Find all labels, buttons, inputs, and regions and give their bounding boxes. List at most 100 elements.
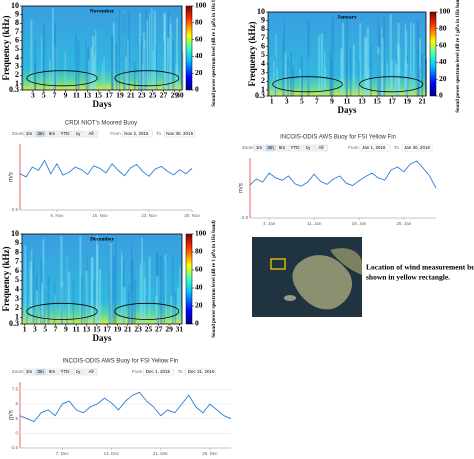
from-input[interactable]	[359, 144, 391, 152]
y-tick-label: 7	[15, 257, 19, 266]
x-tick-label: 15	[93, 325, 101, 334]
from-input[interactable]	[122, 130, 153, 138]
x-tick-label: 5	[300, 97, 304, 106]
x-tick-label: 11	[73, 325, 80, 334]
zoom-button[interactable]	[265, 144, 276, 152]
spectrogram-stripe	[128, 10, 131, 91]
zoom-button[interactable]	[58, 130, 72, 138]
zoom-button[interactable]	[35, 130, 46, 138]
to-label: To	[178, 369, 183, 374]
x-tick-label: 7	[54, 325, 58, 334]
spectrogram-stripe	[120, 251, 123, 324]
spectrogram-stripe	[144, 40, 146, 90]
spectrogram-stripe	[395, 64, 398, 96]
zoom-button[interactable]	[46, 130, 58, 138]
y-tick-label: -2.5	[10, 207, 18, 212]
y-tick-label: 1	[15, 312, 19, 321]
spectrogram-stripe	[77, 40, 80, 90]
x-tick-label: 17	[105, 91, 113, 100]
spectrogram-stripe	[317, 35, 320, 96]
spectrogram-stripe	[284, 52, 287, 96]
spectrogram-stripe	[324, 66, 327, 96]
x-tick-label: 13	[84, 91, 92, 100]
annotation-ellipse	[114, 70, 180, 87]
x-tick-label: 13	[83, 325, 91, 334]
spectrogram-stripe	[382, 17, 386, 96]
zoom-button[interactable]	[35, 368, 46, 376]
zoom-button[interactable]	[253, 144, 265, 152]
spectrogram-stripe	[81, 277, 83, 324]
y-tick-label: 8	[15, 247, 19, 256]
to-input[interactable]	[185, 368, 216, 376]
spectrogram-stripe	[68, 271, 71, 324]
zoom-button[interactable]	[84, 130, 98, 138]
spectrogram-stripe	[377, 54, 380, 96]
annotation-ellipse	[114, 302, 180, 320]
to-input[interactable]	[401, 144, 433, 152]
spectrogram-stripe	[396, 43, 400, 96]
spectrogram-stripe	[349, 48, 352, 96]
x-tick-label: 11	[343, 97, 350, 106]
spectrogram-stripe	[148, 256, 151, 324]
spectrogram-stripe	[394, 60, 396, 96]
spectrogram-stripe	[345, 19, 348, 96]
spectrogram-stripe	[418, 38, 421, 96]
spectrogram-stripe	[386, 63, 389, 96]
spectrogram-stripe	[164, 254, 167, 324]
spectrogram-stripe	[340, 48, 343, 96]
x-tick-label: 3	[31, 91, 35, 100]
y-axis-label: Frequency (kHz)	[1, 246, 11, 311]
spectrogram-stripe	[41, 283, 43, 324]
spectrogram-stripe	[420, 53, 424, 96]
spectrogram-stripe	[287, 58, 289, 96]
colorbar-tick-label: 100	[195, 229, 207, 238]
x-axis-label: Days	[337, 105, 356, 115]
zoom-button[interactable]	[288, 144, 302, 152]
spectrogram-stripe	[24, 245, 27, 324]
zoom-button[interactable]	[46, 368, 58, 376]
y-tick-label: 4	[261, 59, 265, 68]
colorbar-tick-label: 20	[195, 301, 203, 310]
spectrogram-stripe	[101, 62, 103, 90]
to-date: Jan 30, 2016	[404, 145, 431, 150]
map-caption: shown in yellow rectangle.	[366, 273, 450, 282]
zoom-button[interactable]	[314, 144, 328, 152]
spectrogram	[21, 5, 184, 91]
spectrogram-stripe	[177, 287, 180, 324]
zoom-button[interactable]	[23, 368, 35, 376]
colorbar-tick-label: 0	[439, 91, 443, 100]
annotation-ellipse	[272, 76, 343, 93]
spectrogram-stripe	[35, 290, 38, 324]
zoom-button[interactable]	[302, 144, 314, 152]
x-tick-label: 21	[127, 91, 135, 100]
zoom-button-label: 3m	[267, 145, 274, 150]
from-input[interactable]	[143, 368, 174, 376]
spectrogram-stripe	[49, 60, 51, 90]
y-tick-label: 1	[261, 85, 265, 94]
zoom-button[interactable]	[58, 368, 72, 376]
to-label: To	[156, 131, 161, 136]
spectrogram-stripe	[282, 33, 285, 96]
zoom-button[interactable]	[84, 368, 98, 376]
spectrogram-stripe	[416, 19, 420, 96]
zoom-label: Zoom	[12, 369, 24, 374]
zoom-button-label: All	[318, 145, 323, 150]
to-date: Dec 31, 2015	[188, 369, 215, 374]
from-label: From	[110, 131, 121, 136]
chart-title: November	[90, 8, 115, 14]
zoom-button[interactable]	[72, 368, 84, 376]
y-tick-label: 0.3	[9, 319, 19, 328]
zoom-button[interactable]	[72, 130, 84, 138]
to-input[interactable]	[164, 130, 195, 138]
colorbar-label: Sound power spectrum level (dB re 1 µPa …	[212, 0, 217, 107]
from-date: Dec 1, 2015	[146, 369, 171, 374]
y-axis-label: m/s	[9, 172, 15, 182]
zoom-button[interactable]	[23, 130, 35, 138]
colorbar-tick-label: 60	[195, 34, 203, 43]
y-tick-label: 10	[257, 7, 265, 16]
zoom-button[interactable]	[276, 144, 288, 152]
colorbar-tick-label: 40	[439, 57, 447, 66]
spectrogram-stripe	[390, 59, 393, 96]
from-label: From	[132, 369, 143, 374]
colorbar-tick-label: 100	[439, 7, 451, 16]
